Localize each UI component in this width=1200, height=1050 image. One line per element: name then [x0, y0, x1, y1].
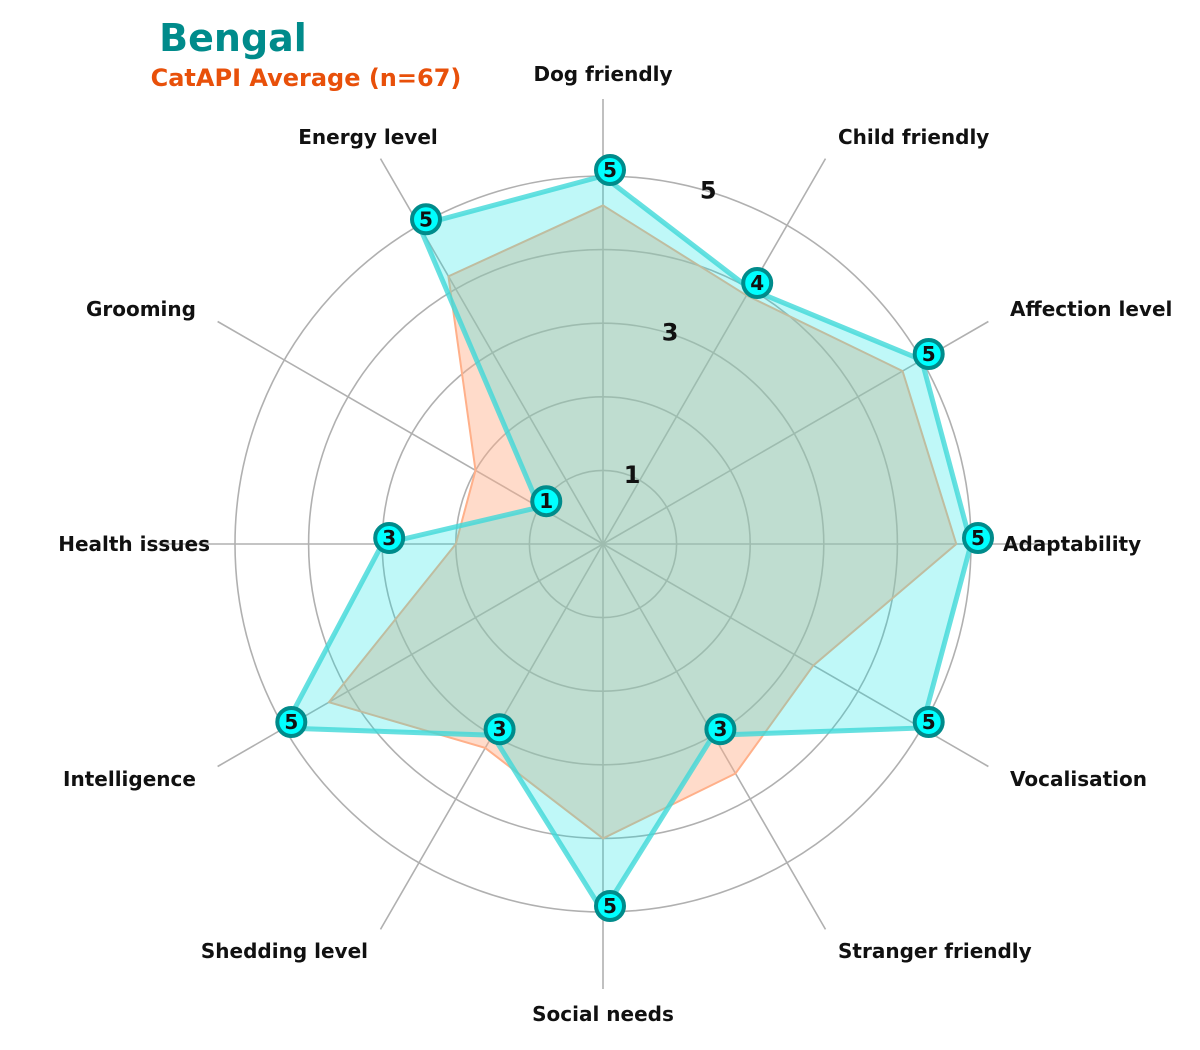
marker-health-issues: 3	[373, 522, 406, 554]
tick-label-1: 1	[624, 461, 641, 489]
marker-dot	[373, 522, 406, 554]
marker-adaptability: 5	[962, 522, 994, 554]
marker-intelligence: 5	[275, 706, 308, 738]
marker-vocalisation: 5	[912, 706, 945, 738]
marker-dot	[594, 154, 626, 186]
average-series	[327, 204, 958, 840]
axis-label-child-friendly: Child friendly	[838, 125, 989, 149]
marker-dot	[530, 485, 563, 518]
marker-value-label: 3	[493, 717, 507, 741]
marker-value-label: 4	[750, 271, 764, 295]
tick-label-3: 3	[662, 319, 679, 347]
axis-label-affection-level: Affection level	[1010, 297, 1172, 321]
tick-label-5: 5	[700, 177, 717, 205]
axis-label-energy-level: Energy level	[298, 125, 438, 149]
marker-value-label: 5	[284, 710, 298, 734]
marker-value-label: 5	[922, 710, 936, 734]
marker-child-friendly: 4	[741, 267, 774, 300]
axis-label-grooming: Grooming	[86, 297, 196, 321]
chart-title: Bengal	[159, 16, 307, 60]
marker-value-label: 5	[603, 158, 617, 182]
marker-grooming: 1	[530, 485, 563, 518]
axis-label-stranger-friendly: Stranger friendly	[838, 939, 1032, 963]
chart-subtitle: CatAPI Average (n=67)	[151, 64, 462, 92]
axis-label-shedding-level: Shedding level	[201, 939, 368, 963]
axis-label-vocalisation: Vocalisation	[1010, 767, 1147, 791]
marker-dot	[962, 522, 994, 554]
marker-value-label: 3	[382, 526, 396, 550]
marker-value-label: 5	[971, 526, 985, 550]
axis-labels: Adaptability Affection level Child friendl…	[58, 62, 1172, 1026]
axis-label-dog-friendly: Dog friendly	[533, 62, 672, 86]
marker-dog-friendly: 5	[594, 154, 626, 186]
marker-shedding-level: 3	[483, 713, 516, 746]
marker-dot	[912, 338, 945, 370]
average-polygon	[327, 204, 958, 840]
marker-value-label: 1	[539, 489, 553, 513]
marker-stranger-friendly: 3	[704, 713, 737, 746]
marker-dot	[483, 713, 516, 746]
marker-social-needs: 5	[594, 890, 626, 922]
marker-value-label: 5	[603, 894, 617, 918]
axis-label-social-needs: Social needs	[532, 1002, 674, 1026]
marker-value-label: 3	[713, 717, 727, 741]
axis-label-adaptability: Adaptability	[1003, 532, 1141, 556]
marker-dot	[912, 706, 945, 738]
marker-value-label: 5	[922, 342, 936, 366]
value-markers: 5 5 4 5 5 1 3 5 3 5 3 5	[275, 154, 994, 922]
marker-value-label: 5	[419, 207, 433, 231]
spoke-child-friendly	[602, 158, 827, 545]
marker-dot	[704, 713, 737, 746]
axis-label-health-issues: Health issues	[58, 532, 210, 556]
marker-energy-level: 5	[410, 203, 442, 236]
radial-tick-labels: 1 3 5	[624, 177, 717, 489]
marker-dot	[741, 267, 774, 300]
marker-affection-level: 5	[912, 338, 945, 370]
marker-dot	[410, 203, 442, 236]
marker-dot	[594, 890, 626, 922]
marker-dot	[275, 706, 308, 738]
axis-label-intelligence: Intelligence	[63, 767, 196, 791]
